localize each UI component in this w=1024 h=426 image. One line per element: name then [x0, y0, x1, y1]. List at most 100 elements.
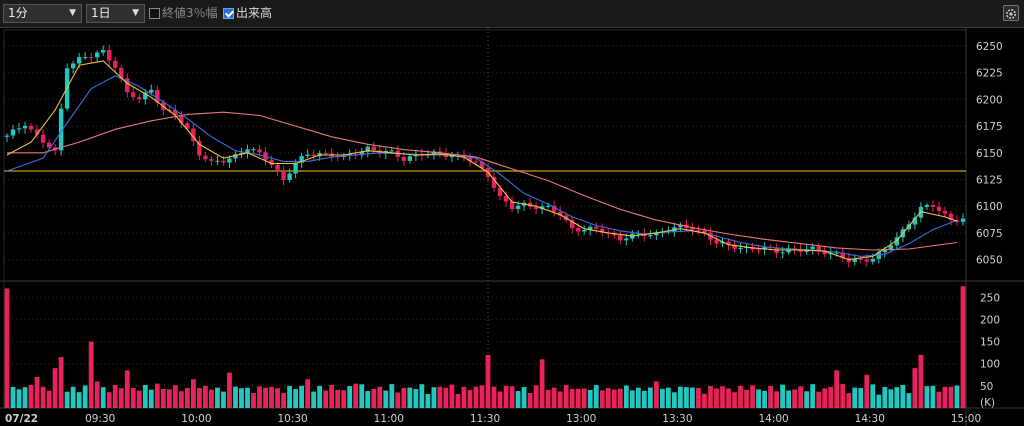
- volume-bar: [365, 391, 371, 408]
- candle-body: [648, 235, 653, 237]
- pct-range-checkbox[interactable]: 終値3％幅: [149, 5, 218, 22]
- candle-body: [960, 218, 966, 222]
- candle-body: [107, 50, 112, 61]
- candle-body: [503, 195, 509, 202]
- candle-body: [930, 205, 936, 207]
- volume-bar: [239, 388, 244, 408]
- volume-bar: [521, 387, 527, 408]
- volume-bar: [401, 387, 407, 408]
- candle-body: [191, 128, 196, 142]
- candle-body: [912, 217, 918, 225]
- volume-bar: [467, 389, 473, 408]
- candle-body: [257, 149, 262, 153]
- candle-body: [245, 149, 250, 153]
- volume-bar: [317, 385, 323, 408]
- volume-bar: [768, 385, 773, 408]
- volume-bar: [581, 388, 587, 408]
- volume-bar: [341, 390, 347, 408]
- volume-bar: [605, 388, 611, 408]
- volume-bar: [190, 379, 196, 408]
- candle-body: [221, 160, 226, 163]
- volume-bar: [407, 387, 413, 408]
- volume-bar: [305, 379, 311, 408]
- volume-bar: [209, 389, 214, 408]
- candle-body: [299, 156, 304, 163]
- volume-bar: [485, 354, 491, 408]
- volume-bar: [323, 390, 329, 408]
- volume-bar: [88, 341, 94, 408]
- candle-body: [40, 134, 46, 143]
- volume-bar: [653, 381, 659, 408]
- stock-chart: 6050 6075 6100 6125 6150 6175 6200 6225 6250 50 10…: [0, 28, 1024, 426]
- candle-body: [858, 258, 863, 260]
- volume-bar: [118, 388, 124, 408]
- volume-bar: [497, 391, 503, 408]
- volume-bar: [82, 385, 88, 408]
- candle-body: [600, 228, 605, 233]
- volume-bar: [203, 385, 208, 408]
- volume-bar: [834, 370, 840, 408]
- volume-bar: [593, 385, 599, 408]
- time-start-label: 07/22: [5, 413, 38, 425]
- volume-bar: [684, 387, 689, 408]
- candle-body: [46, 142, 52, 148]
- candle-body: [557, 211, 563, 216]
- candle-body: [509, 201, 515, 210]
- volume-tick-label: 150: [980, 337, 1000, 349]
- gear-icon: [1006, 9, 1016, 19]
- volume-bar: [702, 393, 707, 408]
- candle-body: [275, 165, 280, 172]
- volume-bar: [70, 386, 76, 408]
- candle-body: [269, 159, 274, 166]
- volume-bar: [154, 383, 160, 408]
- volume-bar: [473, 386, 479, 408]
- time-tick-label: 14:00: [758, 413, 788, 425]
- volume-bar: [756, 389, 761, 408]
- candle-body: [762, 246, 767, 250]
- volume-bar: [527, 392, 533, 408]
- candle-body: [149, 89, 154, 93]
- candle-body: [293, 162, 298, 174]
- volume-bar: [816, 391, 822, 408]
- volume-bar: [623, 385, 629, 408]
- candle-body: [389, 150, 395, 152]
- volume-bar: [395, 392, 401, 408]
- volume-bar: [263, 387, 268, 408]
- volume-bar: [611, 389, 617, 408]
- volume-bar: [389, 384, 395, 408]
- volume-bar: [419, 384, 425, 408]
- candle-body: [143, 92, 148, 100]
- candle-body: [654, 232, 659, 236]
- volume-bar: [551, 387, 557, 408]
- range-select[interactable]: 1日 ▼: [86, 4, 145, 23]
- candle-body: [287, 173, 292, 180]
- candle-body: [137, 97, 142, 100]
- candle-body: [407, 156, 413, 161]
- candle-body: [70, 63, 76, 69]
- volume-checkbox[interactable]: 出来高: [223, 5, 272, 22]
- volume-bar: [882, 386, 888, 408]
- volume-bar: [160, 388, 166, 408]
- volume-bar: [930, 385, 936, 408]
- interval-select[interactable]: 1分 ▼: [3, 4, 82, 23]
- candle-body: [942, 210, 948, 214]
- pct-range-label: 終値3％幅: [162, 6, 218, 20]
- candle-body: [203, 155, 208, 160]
- candle-body: [948, 213, 954, 221]
- volume-bar: [184, 387, 190, 408]
- candle-body: [780, 252, 785, 254]
- volume-bar: [28, 384, 34, 408]
- volume-bar: [587, 389, 593, 408]
- ma-short-line: [6, 60, 958, 261]
- settings-button[interactable]: [1003, 5, 1019, 21]
- volume-bar: [106, 392, 112, 408]
- price-tick-label: 6050: [976, 255, 1003, 267]
- volume-bar: [678, 386, 683, 408]
- volume-bar: [569, 388, 575, 408]
- volume-bar: [780, 384, 786, 408]
- volume-bar: [900, 384, 906, 408]
- candle-body: [473, 161, 479, 163]
- volume-bar: [696, 387, 701, 408]
- volume-bar: [383, 390, 389, 408]
- volume-bar: [545, 389, 551, 408]
